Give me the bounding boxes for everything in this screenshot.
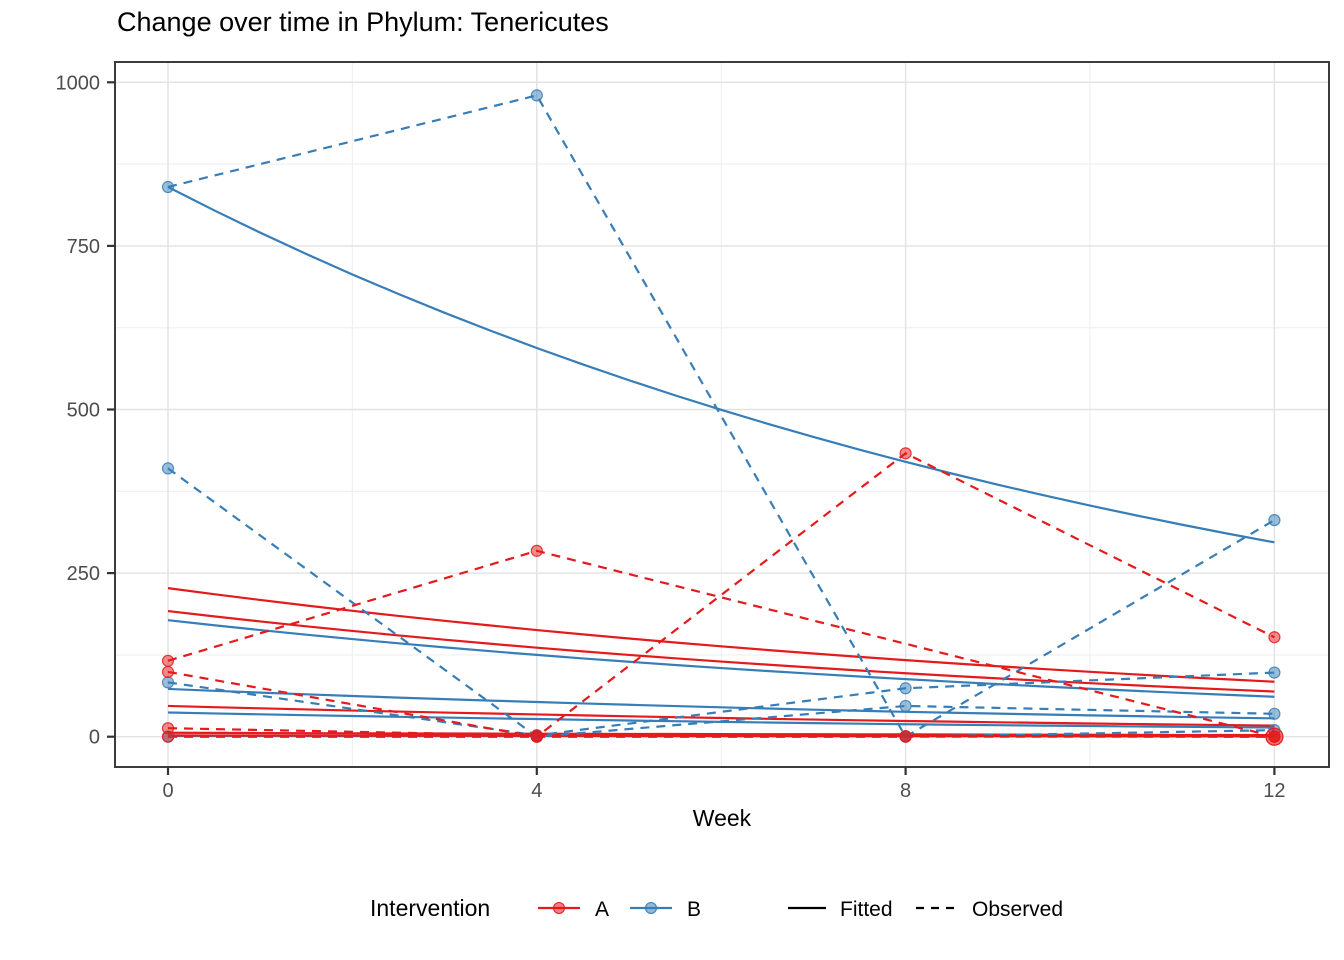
fitted-line-b: [167, 619, 1275, 698]
observed-point-b: [161, 676, 175, 689]
observed-point-a: [161, 730, 175, 743]
observed-point-b: [161, 462, 175, 475]
observed-point-b: [899, 699, 912, 713]
observed-line-a: [167, 452, 1275, 738]
x-axis-title: Week: [693, 805, 752, 831]
x-tick-label: 4: [531, 780, 542, 802]
observed-point-a: [899, 447, 912, 460]
observed-point-a: [530, 544, 543, 557]
y-tick-label: 0: [89, 727, 100, 749]
fitted-line-a: [167, 587, 1275, 683]
observed-point-a: [530, 730, 543, 743]
x-tick-label: 0: [162, 780, 173, 802]
legend-label-a: A: [595, 898, 609, 921]
y-tick-label: 250: [67, 563, 100, 585]
x-tick-label: 8: [900, 780, 911, 802]
x-tick-label: 12: [1263, 780, 1285, 802]
axis-ticks: [107, 81, 1276, 775]
legend-label-fitted: Fitted: [840, 898, 893, 921]
fitted-line-a: [167, 609, 1275, 693]
data-points: [161, 89, 1284, 746]
observed-point-a: [1268, 631, 1281, 644]
observed-point-a: [161, 665, 175, 679]
y-tick-label: 750: [67, 236, 100, 258]
legend-label-observed: Observed: [972, 898, 1063, 921]
gridlines: [115, 62, 1329, 767]
observed-point-b: [1268, 707, 1281, 720]
observed-point-b: [899, 682, 912, 695]
observed-point-b: [161, 180, 175, 194]
y-tick-label: 500: [67, 400, 100, 422]
legend-key-point-a: [553, 902, 565, 914]
legend-label-b: B: [687, 898, 701, 921]
legend-title: Intervention: [370, 895, 490, 921]
fitted-line-a: [167, 704, 1275, 727]
fitted-line-b: [167, 186, 1275, 544]
observed-point-b: [1268, 513, 1281, 527]
observed-line-b: [167, 94, 1275, 739]
fitted-line-a: [167, 731, 1275, 737]
observed-point-a: [161, 654, 175, 667]
legend-key-point-b: [645, 902, 657, 914]
chart-title: Change over time in Phylum: Tenericutes: [117, 7, 609, 37]
observed-line-a: [167, 727, 1275, 738]
observed-point-cluster: [1265, 727, 1284, 746]
observed-point-b: [1268, 666, 1281, 679]
observed-point-a: [899, 730, 912, 743]
legend: Intervention A B Fitted Observed: [370, 895, 1063, 921]
observed-point-b: [530, 89, 543, 102]
observed-line-b: [167, 467, 1275, 738]
observed-line-b: [167, 671, 1275, 737]
fitted-line-b: [167, 687, 1275, 720]
axis-tick-labels: 0 250 500 750 1000 0 4 8 12: [56, 72, 1286, 802]
fitted-line-a: [167, 734, 1275, 738]
panel-border: [114, 61, 1330, 768]
y-tick-label: 1000: [56, 72, 101, 94]
